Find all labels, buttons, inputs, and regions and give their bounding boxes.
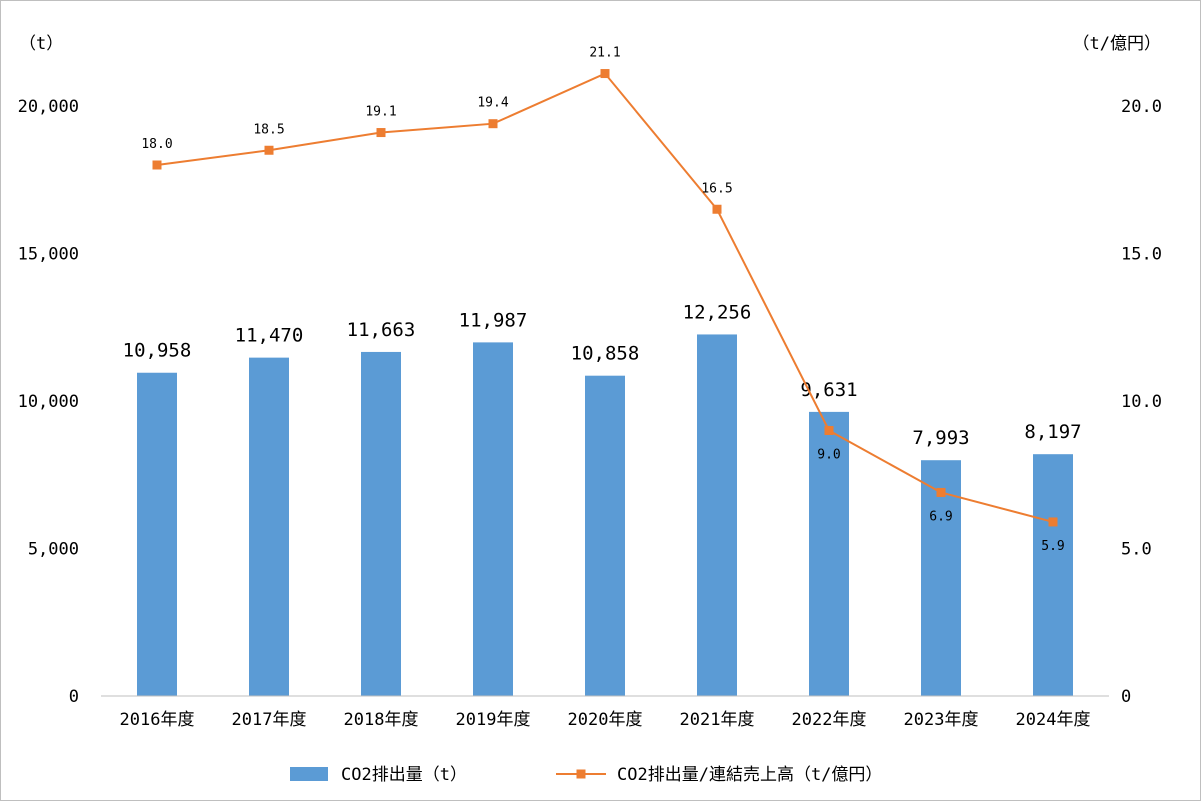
category-label: 2016年度 bbox=[120, 710, 195, 730]
bar bbox=[921, 460, 961, 696]
category-label: 2021年度 bbox=[680, 710, 755, 730]
right-axis-unit: （t/億円） bbox=[1073, 34, 1161, 54]
line-value-label: 9.0 bbox=[817, 448, 840, 463]
bar bbox=[473, 342, 513, 696]
line-marker bbox=[824, 426, 834, 435]
bar-value-label: 12,256 bbox=[683, 301, 752, 323]
bar-value-label: 10,958 bbox=[123, 340, 192, 362]
line-value-label: 19.1 bbox=[365, 105, 396, 120]
line-marker bbox=[152, 160, 162, 170]
line-marker bbox=[1048, 517, 1058, 527]
legend-bar-label: CO2排出量（t） bbox=[341, 765, 467, 785]
category-label: 2020年度 bbox=[568, 710, 643, 730]
bar-value-label: 10,858 bbox=[571, 343, 640, 365]
bar-value-label: 11,987 bbox=[459, 309, 528, 331]
bar bbox=[1033, 454, 1073, 696]
line-marker bbox=[936, 487, 946, 497]
right-tick-label: 5.0 bbox=[1121, 540, 1152, 560]
bar-series: 10,958 11,470 11,663 11,987 10,858 12,256 9,63… bbox=[123, 301, 1082, 696]
left-tick-label: 10,000 bbox=[18, 392, 79, 412]
bar bbox=[137, 372, 177, 696]
left-tick-label: 15,000 bbox=[18, 245, 79, 265]
legend-line-label: CO2排出量/連結売上高（t/億円） bbox=[617, 765, 882, 785]
left-tick-label: 20,000 bbox=[18, 97, 79, 117]
line-value-label: 6.9 bbox=[929, 509, 952, 524]
bar-value-label: 9,631 bbox=[800, 379, 857, 401]
line-marker bbox=[488, 119, 498, 129]
bar bbox=[249, 357, 289, 696]
right-axis-ticks: 0 5.0 10.0 15.0 20.0 bbox=[1121, 97, 1162, 707]
legend: CO2排出量（t） CO2排出量/連結売上高（t/億円） bbox=[290, 765, 882, 785]
left-axis-ticks: 0 5,000 10,000 15,000 20,000 bbox=[18, 97, 79, 707]
line-marker bbox=[600, 69, 610, 79]
line-value-label: 19.4 bbox=[477, 96, 508, 111]
bar-value-label: 11,470 bbox=[235, 325, 304, 347]
bar bbox=[361, 351, 401, 696]
bar-value-label: 7,993 bbox=[912, 427, 969, 449]
bar bbox=[585, 375, 625, 696]
line-marker bbox=[712, 204, 722, 214]
right-tick-label: 0 bbox=[1121, 687, 1131, 707]
line-series: 18.0 18.5 19.1 19.4 21.1 16.5 9.0 6.9 5.9 bbox=[141, 46, 1064, 554]
line-value-label: 21.1 bbox=[589, 46, 620, 61]
category-labels: 2016年度 2017年度 2018年度 2019年度 2020年度 2021年度 2022… bbox=[120, 710, 1091, 730]
category-label: 2024年度 bbox=[1016, 710, 1091, 730]
category-label: 2022年度 bbox=[792, 710, 867, 730]
bar bbox=[809, 411, 849, 696]
category-label: 2017年度 bbox=[232, 710, 307, 730]
right-tick-label: 20.0 bbox=[1121, 97, 1162, 117]
category-label: 2023年度 bbox=[904, 710, 979, 730]
bar bbox=[697, 334, 737, 696]
right-tick-label: 15.0 bbox=[1121, 245, 1162, 265]
legend-line-marker bbox=[576, 769, 586, 779]
line-marker bbox=[264, 145, 274, 155]
line-marker bbox=[376, 128, 386, 138]
line-value-label: 16.5 bbox=[701, 181, 732, 196]
category-label: 2018年度 bbox=[344, 710, 419, 730]
legend-bar-swatch bbox=[290, 767, 328, 781]
left-axis-unit: （t） bbox=[19, 34, 63, 54]
left-tick-label: 0 bbox=[69, 687, 79, 707]
right-tick-label: 10.0 bbox=[1121, 392, 1162, 412]
category-label: 2019年度 bbox=[456, 710, 531, 730]
line-value-label: 18.5 bbox=[253, 122, 284, 137]
line-value-label: 18.0 bbox=[141, 137, 172, 152]
line-value-label: 5.9 bbox=[1041, 539, 1064, 554]
left-tick-label: 5,000 bbox=[28, 540, 79, 560]
bar-value-label: 8,197 bbox=[1024, 421, 1081, 443]
bar-value-label: 11,663 bbox=[347, 319, 416, 341]
